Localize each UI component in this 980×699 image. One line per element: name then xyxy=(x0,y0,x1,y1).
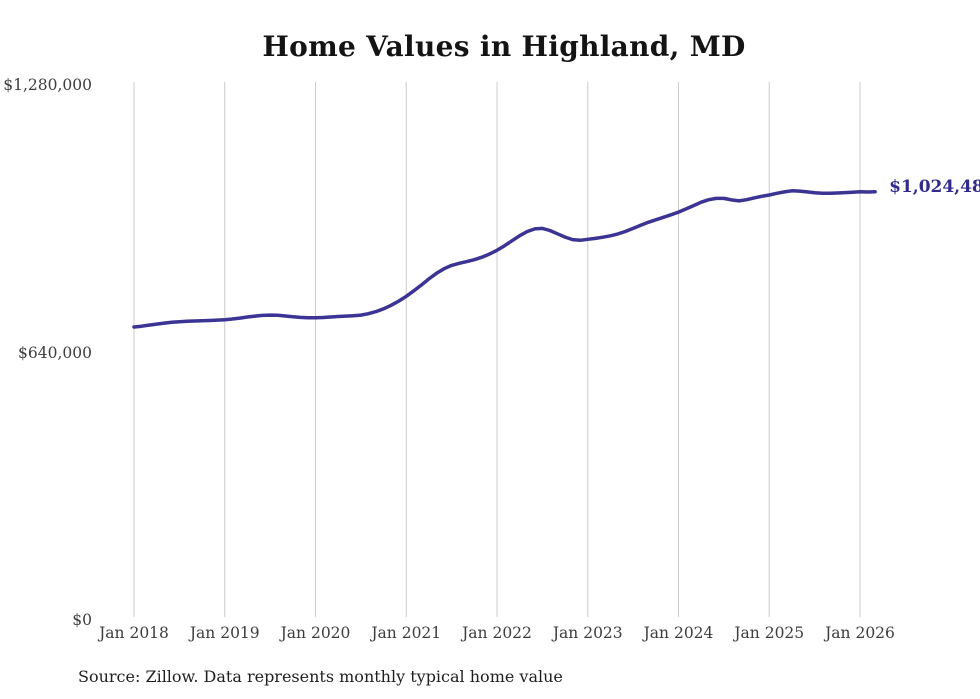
x-tick-label: Jan 2020 xyxy=(280,624,351,642)
x-tick-label: Jan 2026 xyxy=(825,624,895,642)
chart-title: Home Values in Highland, MD xyxy=(262,30,746,63)
x-tick-label: Jan 2023 xyxy=(552,624,623,642)
x-tick-label: Jan 2025 xyxy=(734,624,805,642)
y-tick-label: $0 xyxy=(72,611,92,629)
latest-value-label: $1,024,488 xyxy=(889,176,980,197)
y-tick-label: $1,280,000 xyxy=(3,76,92,94)
source-note: Source: Zillow. Data represents monthly … xyxy=(78,667,563,686)
y-tick-label: $640,000 xyxy=(18,343,92,362)
x-tick-label: Jan 2022 xyxy=(462,624,532,642)
x-tick-label: Jan 2018 xyxy=(99,624,169,642)
x-tick-label: Jan 2019 xyxy=(189,624,260,642)
x-tick-label: Jan 2024 xyxy=(643,624,714,642)
home-value-line xyxy=(132,189,877,329)
x-tick-label: Jan 2021 xyxy=(371,624,442,642)
